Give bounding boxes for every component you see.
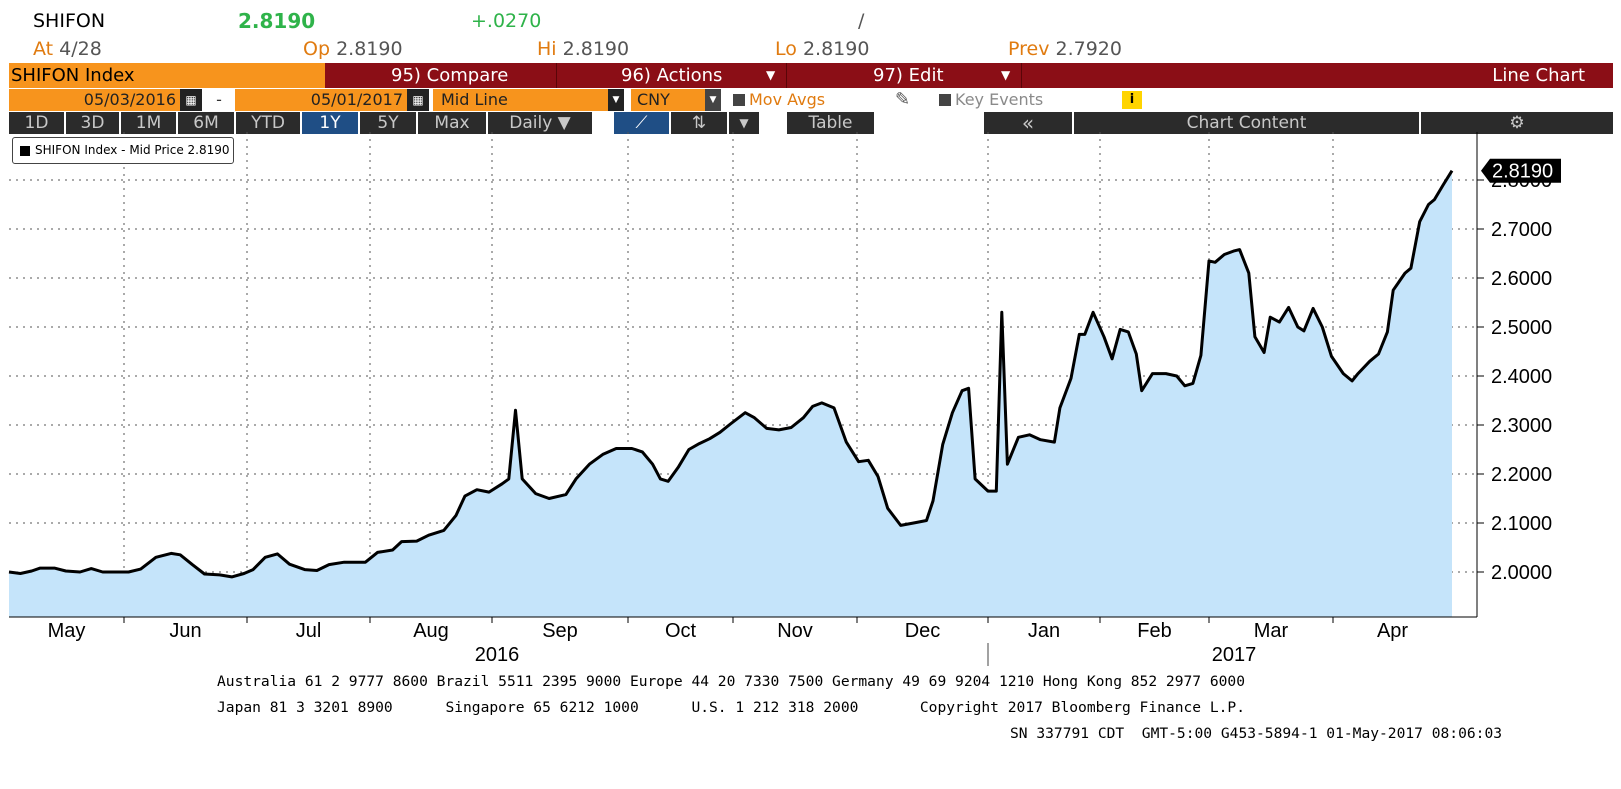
- x-tick-label: Sep: [542, 620, 578, 642]
- quote-at: At 4/28: [33, 38, 102, 60]
- toolbar-divider: [786, 63, 787, 88]
- x-tick-label: Feb: [1137, 620, 1171, 642]
- toolbar-divider: [556, 63, 557, 88]
- legend-swatch: [20, 146, 30, 156]
- quote-open-value: 2.8190: [336, 38, 403, 60]
- range-button-max[interactable]: Max: [418, 112, 486, 134]
- x-tick-label: Jan: [1028, 620, 1060, 642]
- price-change: +.0270: [471, 10, 542, 32]
- key-events-toggle[interactable]: Key Events: [939, 89, 1043, 111]
- x-tick-label: Nov: [777, 620, 813, 642]
- range-button-ytd[interactable]: YTD: [236, 112, 300, 134]
- price-line: [8, 169, 1454, 579]
- date-range-dash: -: [207, 89, 231, 111]
- quote-open: Op 2.8190: [303, 38, 403, 60]
- date-controls: 05/03/2016 ▦ - 05/01/2017 ▦ Mid Line ▼ C…: [9, 89, 1613, 111]
- x-tick-label: Aug: [413, 620, 449, 642]
- range-button-5y[interactable]: 5Y: [360, 112, 416, 134]
- checkbox-icon[interactable]: [939, 94, 951, 106]
- x-tick-label: Oct: [665, 620, 697, 642]
- start-date-input[interactable]: 05/03/2016: [9, 89, 180, 111]
- table-button[interactable]: Table: [787, 112, 874, 134]
- x-tick-label: Jul: [296, 620, 322, 642]
- y-tick-label: 2.1000: [1491, 513, 1552, 535]
- y-axis-ticks: 2.0000 2.1000 2.2000 2.3000 2.4000 2.5000 2.60…: [1477, 170, 1552, 584]
- last-price: 2.8190: [238, 9, 316, 33]
- range-toolbar: 1D 3D 1M 6M YTD 1Y 5Y Max Daily ▼ ⟋ ⇅ ▼ …: [9, 112, 1613, 134]
- x-tick-label: Dec: [905, 620, 941, 642]
- edit-dropdown-icon[interactable]: ▼: [1001, 68, 1011, 82]
- y-tick-label: 2.4000: [1491, 366, 1552, 388]
- chart-content-button[interactable]: Chart Content: [1074, 112, 1419, 134]
- year-label: 2016: [475, 644, 520, 666]
- footer-contacts-2: Japan 81 3 3201 8900 Singapore 65 6212 1…: [217, 699, 1245, 716]
- actions-dropdown-icon[interactable]: ▼: [766, 68, 776, 82]
- end-date-input[interactable]: 05/01/2017: [235, 89, 407, 111]
- quote-prev: Prev 2.7920: [1008, 38, 1122, 60]
- quote-separator: /: [858, 10, 865, 32]
- quote-prev-value: 2.7920: [1055, 38, 1122, 60]
- actions-menu-button[interactable]: 96) Actions: [621, 65, 723, 86]
- chart-style-dropdown-icon[interactable]: ▼: [729, 112, 759, 134]
- currency-select[interactable]: CNY: [631, 89, 705, 111]
- function-toolbar: SHIFON Index 95) Compare 96) Actions ▼ 9…: [9, 63, 1613, 88]
- year-label: 2017: [1212, 644, 1257, 666]
- range-button-1d[interactable]: 1D: [9, 112, 64, 134]
- footer-contacts-1: Australia 61 2 9777 8600 Brazil 5511 239…: [217, 673, 1245, 690]
- last-price-marker: 2.8190: [1481, 158, 1561, 183]
- y-tick-label: 2.5000: [1491, 317, 1552, 339]
- ticker-symbol: SHIFON: [33, 10, 106, 32]
- checkbox-icon[interactable]: [733, 94, 745, 106]
- currency-dropdown-icon[interactable]: ▼: [705, 89, 721, 111]
- toolbar-divider: [1021, 63, 1022, 88]
- collapse-icon[interactable]: «: [984, 112, 1072, 134]
- y-tick-label: 2.2000: [1491, 464, 1552, 486]
- x-axis-ticks: May Jun Jul Aug Sep Oct Nov Dec Jan Feb Mar Apr 2016…: [48, 620, 1409, 666]
- legend-label: SHIFON Index - Mid Price 2.8190: [35, 143, 230, 157]
- range-button-3d[interactable]: 3D: [66, 112, 119, 134]
- price-type-dropdown-icon[interactable]: ▼: [608, 89, 624, 111]
- calendar-icon[interactable]: ▦: [407, 89, 429, 111]
- quote-high: Hi 2.8190: [537, 38, 630, 60]
- quote-low-value: 2.8190: [802, 38, 870, 60]
- x-tick-label: Apr: [1377, 620, 1408, 642]
- y-tick-label: 2.3000: [1491, 415, 1552, 437]
- mov-avgs-toggle[interactable]: Mov Avgs: [733, 89, 825, 111]
- y-tick-label: 2.7000: [1491, 219, 1552, 241]
- quote-at-value: 4/28: [59, 38, 102, 60]
- edit-menu-button[interactable]: 97) Edit: [873, 65, 944, 86]
- x-tick-label: Mar: [1254, 620, 1289, 642]
- x-tick-label: May: [48, 620, 86, 642]
- range-button-1y[interactable]: 1Y: [302, 112, 358, 134]
- chart-axes: [9, 132, 1478, 666]
- x-tick-label: Jun: [169, 620, 201, 642]
- bar-chart-toggle-icon[interactable]: ⇅: [671, 112, 727, 134]
- price-area-fill: [9, 170, 1452, 617]
- settings-gear-icon[interactable]: ⚙: [1421, 112, 1613, 134]
- quote-low: Lo 2.8190: [775, 38, 870, 60]
- chart-type-label[interactable]: Line Chart: [1492, 65, 1585, 86]
- y-tick-label: 2.0000: [1491, 562, 1552, 584]
- calendar-icon[interactable]: ▦: [180, 89, 202, 111]
- price-type-select[interactable]: Mid Line: [433, 89, 608, 111]
- security-name-field[interactable]: SHIFON Index: [9, 63, 325, 88]
- chart-legend[interactable]: SHIFON Index - Mid Price 2.8190: [12, 137, 234, 164]
- pencil-icon[interactable]: ✎: [895, 89, 911, 110]
- footer-session-info: SN 337791 CDT GMT-5:00 G453-5894-1 01-Ma…: [1010, 725, 1503, 742]
- info-icon[interactable]: i: [1122, 91, 1142, 109]
- line-chart-toggle-icon[interactable]: ⟋: [614, 112, 669, 134]
- range-button-1m[interactable]: 1M: [121, 112, 176, 134]
- range-button-6m[interactable]: 6M: [178, 112, 234, 134]
- last-price-value: 2.8190: [1492, 161, 1553, 183]
- compare-button[interactable]: 95) Compare: [391, 65, 509, 86]
- periodicity-select[interactable]: Daily ▼: [488, 112, 592, 134]
- y-tick-label: 2.6000: [1491, 268, 1552, 290]
- last-price-tag: [1481, 158, 1561, 183]
- quote-high-value: 2.8190: [562, 38, 630, 60]
